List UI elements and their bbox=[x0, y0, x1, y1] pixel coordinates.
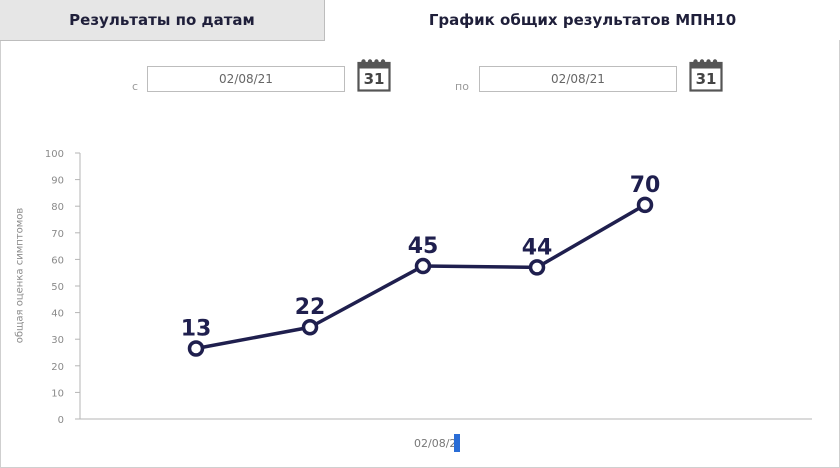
data-point[interactable] bbox=[301, 318, 319, 336]
y-tick-label: 100 bbox=[45, 149, 64, 160]
y-tick-label: 40 bbox=[51, 309, 64, 320]
y-tick-label: 0 bbox=[58, 415, 64, 426]
data-label: 13 bbox=[181, 317, 212, 342]
data-point[interactable] bbox=[528, 259, 546, 276]
x-axis-label: 02/08/2 bbox=[414, 434, 461, 452]
to-date-input[interactable] bbox=[479, 66, 677, 92]
x-tick-label: 02/08/2 bbox=[414, 436, 457, 450]
data-label: 45 bbox=[408, 234, 439, 259]
y-axis: 0 10 20 30 40 50 60 70 80 90 100 bbox=[45, 149, 812, 426]
data-label: 70 bbox=[630, 173, 661, 198]
to-prefix-label: по bbox=[455, 80, 469, 93]
y-tick-label: 80 bbox=[51, 202, 64, 213]
y-tick-label: 10 bbox=[51, 388, 64, 399]
text-cursor-highlight bbox=[454, 434, 461, 452]
from-prefix-label: с bbox=[132, 80, 139, 93]
tab-mpn10-chart[interactable]: График общих результатов МПН10 bbox=[325, 0, 840, 40]
tab-results-by-dates[interactable]: Результаты по датам bbox=[0, 0, 325, 41]
data-point[interactable] bbox=[414, 257, 432, 275]
data-label: 22 bbox=[295, 295, 326, 320]
series-polyline bbox=[195, 203, 646, 351]
data-point[interactable] bbox=[636, 196, 654, 214]
series-points bbox=[187, 196, 654, 357]
from-date-input[interactable] bbox=[147, 66, 345, 92]
data-labels: 13 22 45 44 70 bbox=[181, 173, 661, 342]
y-tick-label: 70 bbox=[51, 229, 64, 240]
y-tick-label: 50 bbox=[51, 282, 64, 293]
data-point[interactable] bbox=[187, 340, 205, 357]
data-label: 44 bbox=[522, 235, 553, 260]
y-tick-label: 90 bbox=[51, 176, 64, 187]
y-tick-label: 30 bbox=[51, 335, 64, 346]
series-line bbox=[195, 203, 646, 351]
y-tick-label: 60 bbox=[51, 255, 64, 266]
y-tick-label: 20 bbox=[51, 362, 64, 373]
